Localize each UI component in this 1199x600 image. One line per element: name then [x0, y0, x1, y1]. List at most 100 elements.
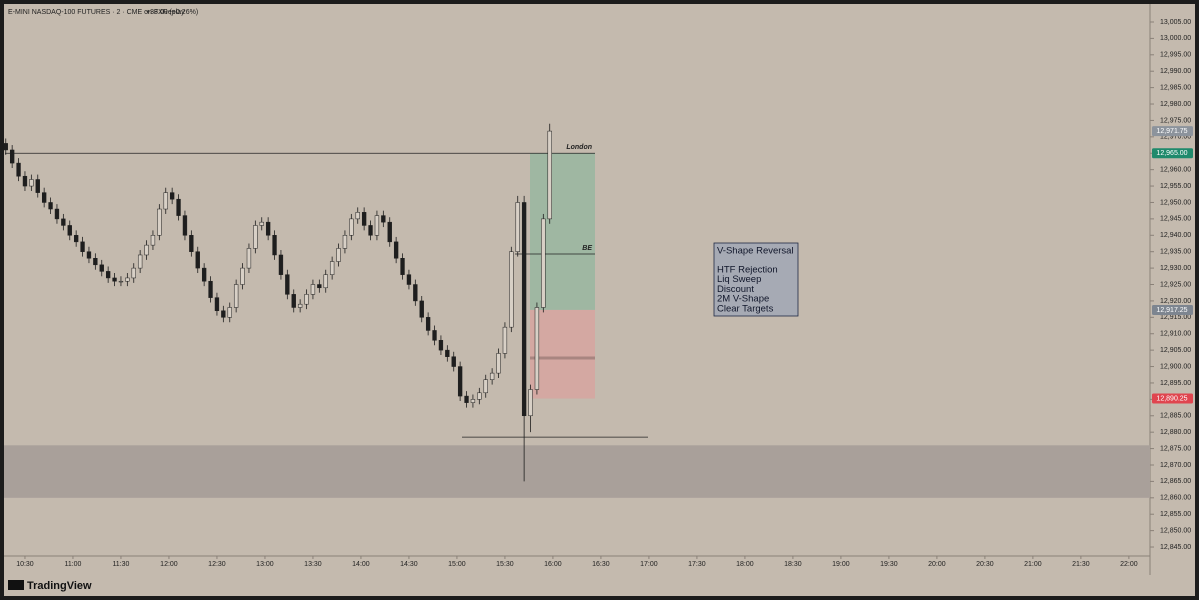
candle-body: [413, 284, 418, 302]
candle-body: [457, 366, 463, 397]
y-tick-label: 12,950.00: [1160, 199, 1191, 206]
note-box: [713, 242, 799, 317]
candle-body: [16, 162, 21, 177]
candle-body: [29, 179, 34, 187]
y-tick-label: 12,995.00: [1160, 52, 1191, 59]
y-tick-label: 12,845.00: [1160, 544, 1191, 551]
candle-body: [393, 241, 399, 259]
candle-body: [259, 221, 264, 226]
candle-body: [221, 310, 226, 318]
candle-body: [342, 235, 348, 249]
y-tick-label: 12,855.00: [1160, 511, 1191, 518]
candle-body: [387, 221, 392, 243]
candle-body: [208, 280, 213, 298]
candle-body: [73, 235, 79, 243]
candle-body: [464, 395, 469, 403]
candle-body: [99, 264, 104, 272]
x-tick-label: 16:30: [592, 561, 610, 568]
y-tick-label: 12,925.00: [1160, 281, 1191, 288]
candle-body: [419, 300, 424, 318]
x-tick-label: 15:30: [496, 561, 514, 568]
y-tick-label: 12,935.00: [1160, 249, 1191, 256]
y-tick-label: 12,985.00: [1160, 84, 1191, 91]
candle-body: [400, 258, 405, 275]
y-tick-label: 12,920.00: [1160, 298, 1191, 305]
candle-body: [445, 349, 450, 357]
x-tick-label: 21:00: [1024, 561, 1042, 568]
candle-body: [496, 353, 501, 374]
x-tick-label: 17:00: [640, 561, 658, 568]
y-tick-label: 12,945.00: [1160, 216, 1191, 223]
candle-body: [105, 271, 111, 279]
candle-body: [336, 248, 341, 262]
candle-body: [349, 218, 354, 236]
candle-body: [502, 326, 508, 354]
x-tick-label: 19:30: [880, 561, 898, 568]
brand: TradingView: [8, 580, 92, 592]
candle-body: [432, 330, 437, 341]
candle-body: [240, 267, 245, 285]
candle-body: [131, 267, 136, 279]
x-tick-label: 10:30: [16, 561, 34, 568]
y-tick-label: 12,990.00: [1160, 68, 1191, 75]
candle-body: [227, 307, 232, 318]
y-tick-label: 12,875.00: [1160, 445, 1191, 452]
price-tag-label: 12,965.00: [1156, 150, 1187, 157]
level-label: BE: [582, 245, 592, 252]
x-tick-label: 11:00: [64, 561, 81, 568]
y-tick-label: 12,980.00: [1160, 101, 1191, 108]
candle-body: [521, 202, 527, 417]
candle-body: [547, 130, 552, 220]
candle-body: [214, 297, 220, 312]
candle-body: [381, 215, 386, 223]
candle-body: [246, 248, 252, 269]
candle-body: [3, 143, 8, 151]
y-tick-label: 12,860.00: [1160, 495, 1191, 502]
candle-body: [368, 225, 373, 236]
brand-logo: [8, 580, 24, 590]
candle-body: [265, 221, 271, 236]
candle-body: [451, 356, 456, 367]
price-tag: [1152, 393, 1193, 404]
y-tick-label: 12,895.00: [1160, 380, 1191, 387]
target-box: [530, 153, 595, 310]
candle-body: [534, 307, 540, 390]
candle-body: [355, 212, 360, 220]
symbol-title: E-MINI NASDAQ-100 FUTURES · 2 · CME on F…: [8, 9, 185, 16]
candle-body: [489, 372, 495, 380]
candle-body: [157, 208, 162, 236]
stop-box: [530, 309, 595, 399]
candle-body: [125, 277, 130, 282]
x-tick-label: 18:30: [784, 561, 802, 568]
x-tick-label: 15:00: [448, 561, 466, 568]
y-tick-label: 12,970.00: [1160, 134, 1191, 141]
note-line: 2M V-Shape: [717, 294, 769, 305]
candle-body: [201, 267, 207, 282]
candle-body: [195, 251, 200, 269]
candle-body: [233, 284, 239, 308]
y-tick-label: 12,930.00: [1160, 265, 1191, 272]
candle-body: [144, 244, 149, 256]
y-tick-label: 12,940.00: [1160, 232, 1191, 239]
price-tag-label: 12,917.25: [1156, 307, 1187, 314]
candle-body: [285, 274, 290, 295]
candle-body: [406, 274, 412, 285]
note-line: HTF Rejection: [717, 265, 778, 276]
candle-body: [272, 235, 277, 256]
y-tick-label: 12,865.00: [1160, 478, 1191, 485]
candle-body: [483, 379, 488, 394]
x-tick-label: 11:30: [112, 561, 129, 568]
x-tick-label: 16:00: [544, 561, 562, 568]
candle-body: [86, 251, 92, 259]
y-tick-label: 12,915.00: [1160, 314, 1191, 321]
candle-body: [41, 192, 47, 203]
candle-body: [361, 212, 367, 226]
y-tick-label: 12,870.00: [1160, 462, 1191, 469]
x-tick-label: 22:00: [1120, 561, 1138, 568]
candle-body: [374, 215, 380, 236]
candle-body: [477, 392, 482, 400]
price-tag: [1152, 126, 1193, 137]
